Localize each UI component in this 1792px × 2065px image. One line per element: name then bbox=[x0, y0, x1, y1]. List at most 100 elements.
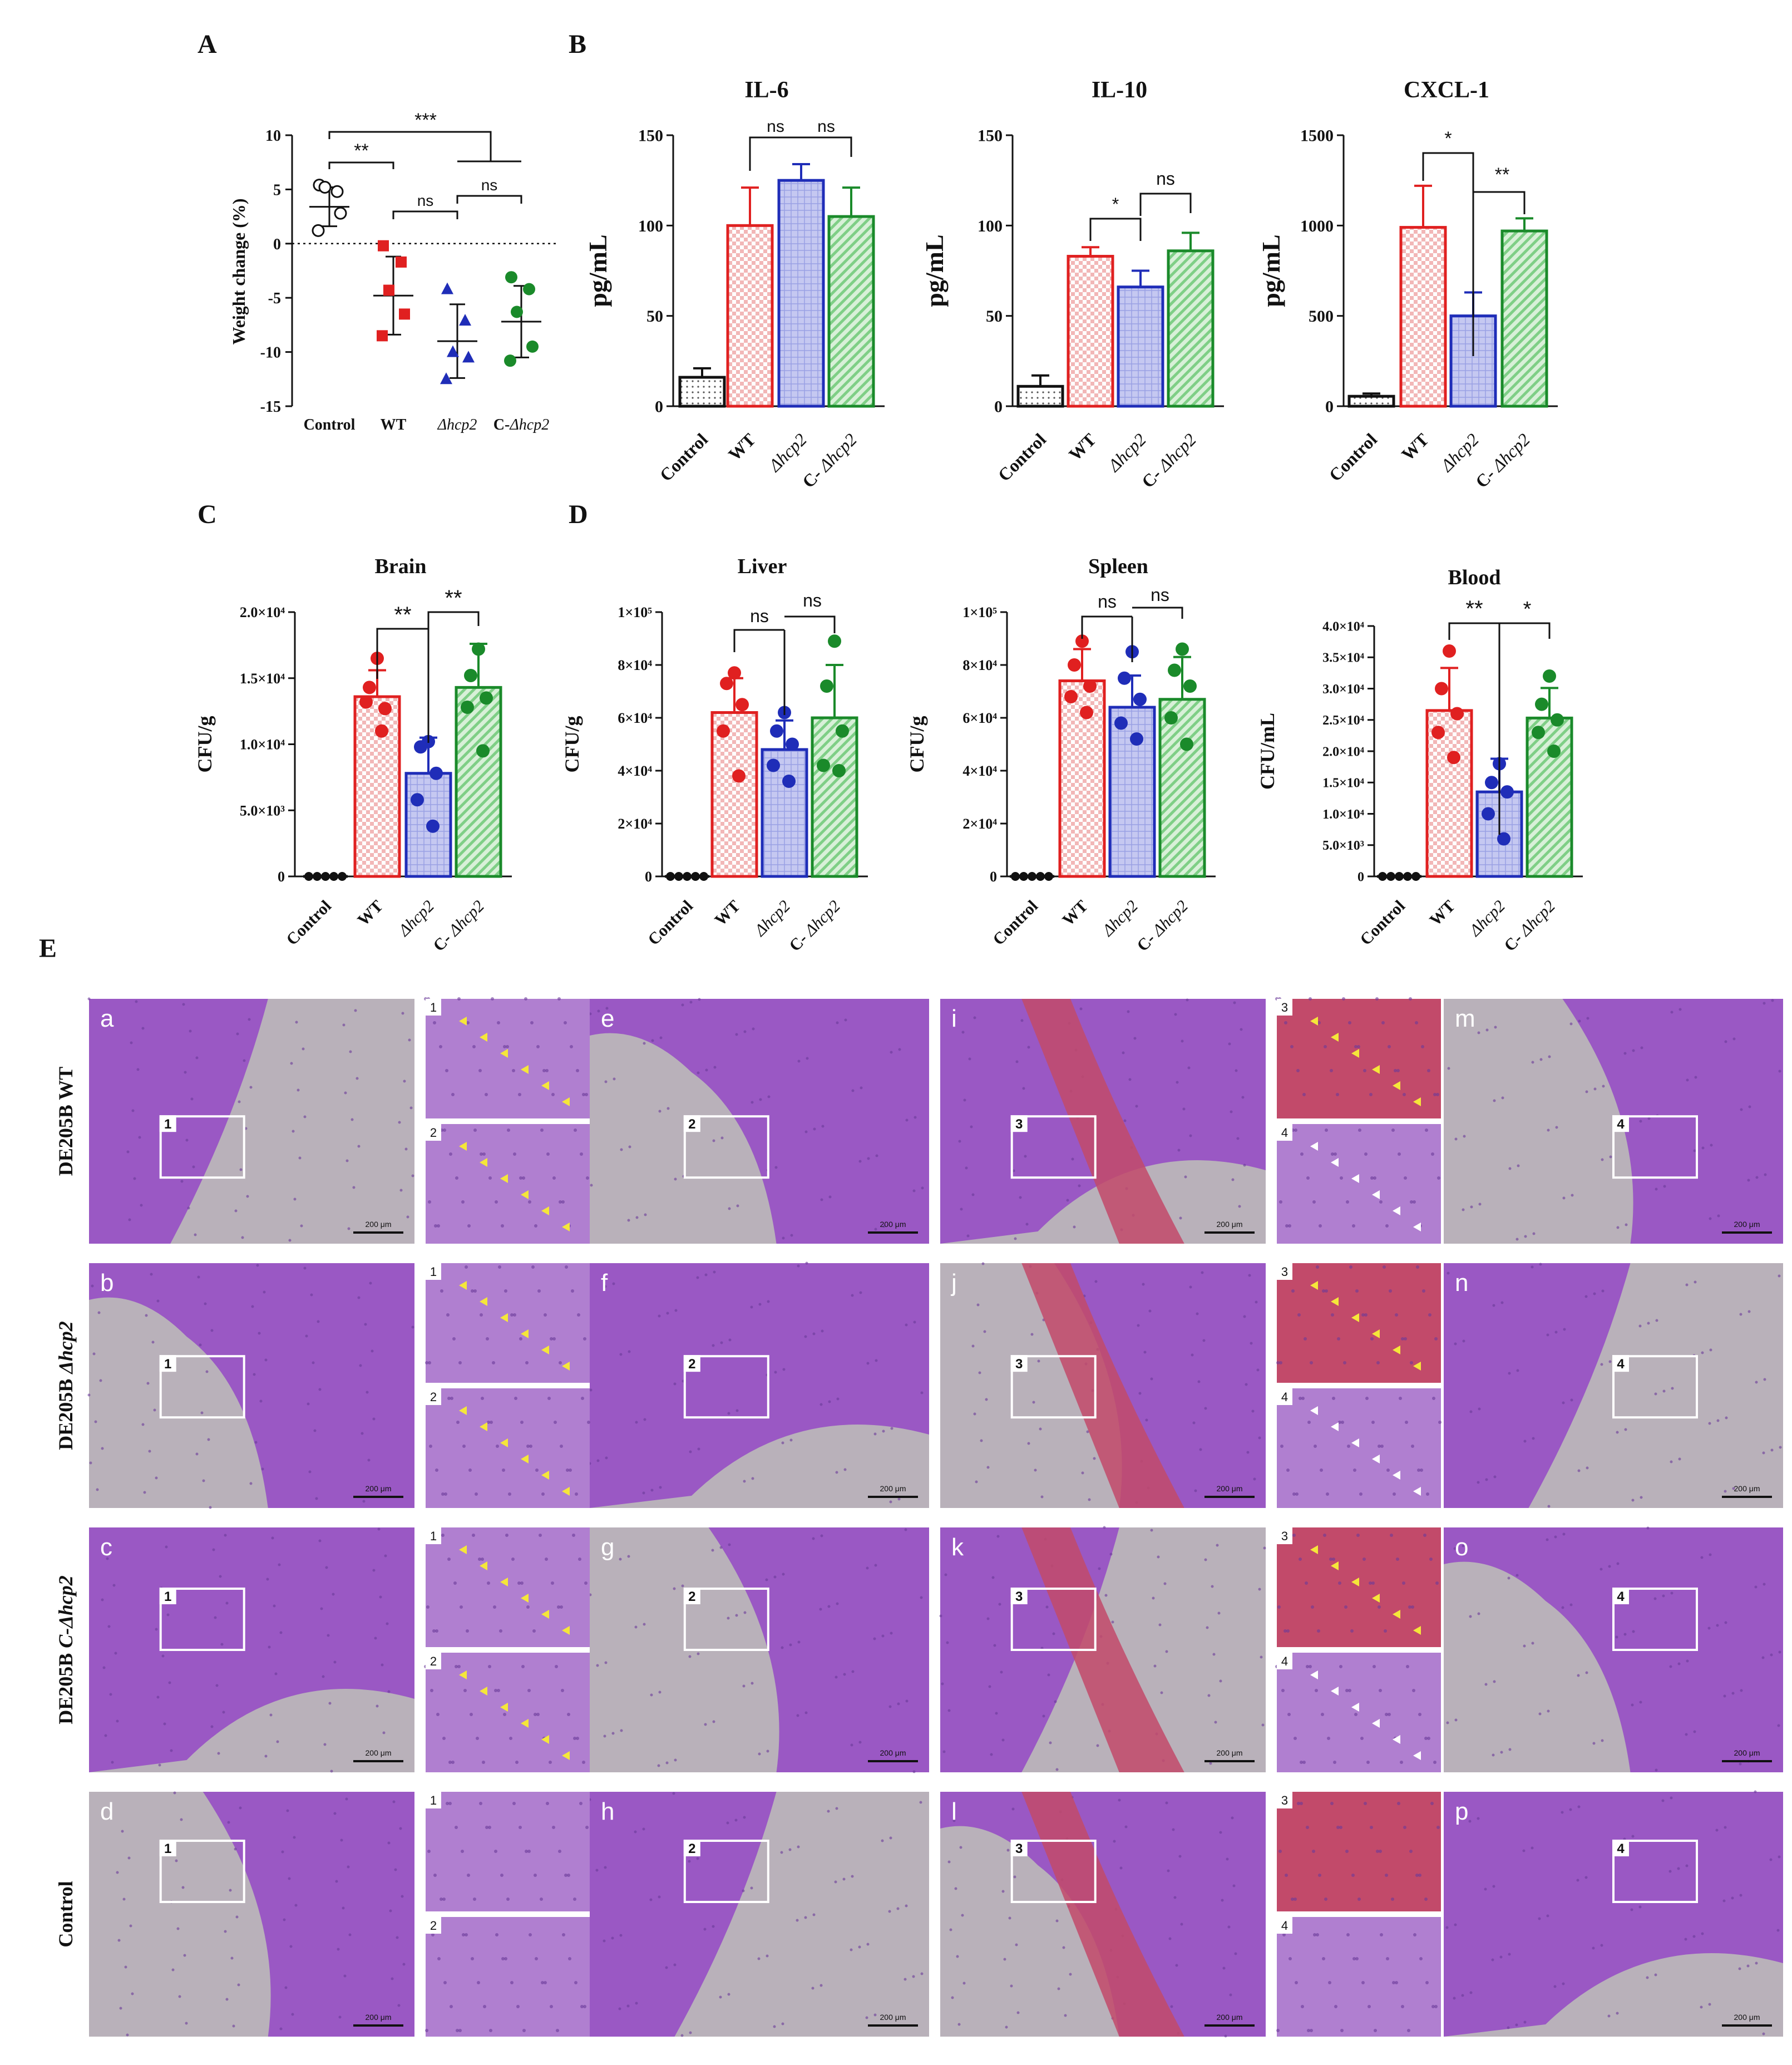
x-tick-label: WT bbox=[381, 416, 407, 433]
cell-nucleus bbox=[297, 1088, 300, 1092]
cell-nucleus bbox=[711, 1549, 714, 1552]
cell-nucleus bbox=[1206, 1626, 1209, 1629]
y-tick-label: 0 bbox=[645, 869, 652, 885]
cell-nucleus bbox=[180, 1180, 184, 1183]
cell-nucleus bbox=[520, 1421, 524, 1424]
y-tick-label: 6×10⁴ bbox=[618, 710, 652, 726]
cell-nucleus bbox=[1522, 1849, 1526, 1852]
cell-nucleus bbox=[471, 1289, 474, 1293]
cell-nucleus bbox=[1226, 1857, 1229, 1861]
cell-nucleus bbox=[212, 1548, 215, 1551]
inset-tag bbox=[1277, 1388, 1292, 1405]
cell-nucleus bbox=[1654, 1973, 1657, 1977]
cell-nucleus bbox=[1429, 1558, 1433, 1561]
cell-nucleus bbox=[719, 1995, 722, 1999]
cell-nucleus bbox=[1078, 1184, 1081, 1187]
cell-nucleus bbox=[357, 1145, 361, 1148]
cell-nucleus bbox=[1333, 1761, 1336, 1764]
cell-nucleus bbox=[1485, 1028, 1489, 1032]
blood-vessel bbox=[1021, 1263, 1184, 1508]
cell-nucleus bbox=[1199, 1448, 1202, 1451]
cell-nucleus bbox=[153, 1408, 156, 1412]
cell-nucleus bbox=[971, 1344, 975, 1348]
cell-nucleus bbox=[1747, 1310, 1751, 1313]
cell-nucleus bbox=[310, 1293, 313, 1297]
cell-nucleus bbox=[986, 1466, 990, 1469]
cell-nucleus bbox=[1432, 1397, 1435, 1400]
cell-nucleus bbox=[1694, 1076, 1697, 1079]
zoom-box-number: 4 bbox=[1617, 1589, 1625, 1604]
cell-nucleus bbox=[573, 1898, 576, 1901]
cell-nucleus bbox=[480, 1152, 483, 1156]
cell-nucleus bbox=[128, 1218, 131, 1221]
cell-nucleus bbox=[170, 1749, 173, 1752]
cell-nucleus bbox=[1771, 999, 1774, 1002]
zoom-box-tag bbox=[1612, 1355, 1629, 1372]
cell-nucleus bbox=[759, 1098, 762, 1101]
cell-nucleus bbox=[1553, 1985, 1557, 1988]
data-point bbox=[313, 872, 322, 881]
cell-nucleus bbox=[491, 997, 494, 1001]
cell-nucleus bbox=[478, 1558, 481, 1561]
cell-nucleus bbox=[254, 1441, 258, 1444]
cell-nucleus bbox=[1322, 1957, 1325, 1960]
cell-nucleus bbox=[572, 1534, 575, 1537]
cell-nucleus bbox=[758, 1752, 761, 1756]
cell-nucleus bbox=[727, 1616, 730, 1620]
cell-nucleus bbox=[549, 1761, 552, 1764]
cell-nucleus bbox=[1224, 2034, 1227, 2038]
cell-nucleus bbox=[135, 1000, 138, 1003]
cell-nucleus bbox=[513, 1313, 516, 1317]
data-point bbox=[1443, 644, 1456, 658]
zoom-box bbox=[1612, 1840, 1698, 1903]
cell-nucleus bbox=[1231, 1178, 1235, 1181]
cell-nucleus bbox=[1305, 1581, 1308, 1585]
cell-nucleus bbox=[111, 1761, 114, 1764]
tissue bbox=[1054, 1263, 1266, 1508]
cell-nucleus bbox=[1438, 1421, 1442, 1424]
cell-nucleus bbox=[649, 1898, 653, 1901]
inset-tag bbox=[426, 1388, 441, 1405]
cell-nucleus bbox=[279, 1631, 283, 1634]
cell-nucleus bbox=[468, 1468, 472, 1472]
cell-nucleus bbox=[998, 1603, 1001, 1606]
cell-nucleus bbox=[804, 1916, 807, 1919]
cell-nucleus bbox=[1631, 1703, 1634, 1707]
cell-nucleus bbox=[573, 1737, 576, 1740]
cell-nucleus bbox=[1157, 1555, 1160, 1559]
data-point bbox=[480, 691, 493, 705]
arrow-marker bbox=[1310, 1545, 1318, 1554]
cell-nucleus bbox=[1418, 1874, 1421, 1877]
data-point bbox=[732, 769, 746, 783]
cell-nucleus bbox=[554, 1421, 557, 1424]
cell-nucleus bbox=[1646, 1976, 1649, 1979]
y-tick-label: 100 bbox=[978, 217, 1003, 235]
cell-nucleus bbox=[1406, 1665, 1409, 1668]
cell-nucleus bbox=[1119, 1866, 1123, 1870]
cell-nucleus bbox=[904, 1978, 907, 1981]
cell-nucleus bbox=[696, 1276, 699, 1279]
cell-nucleus bbox=[1539, 1263, 1542, 1266]
cell-nucleus bbox=[973, 1412, 976, 1416]
cell-nucleus bbox=[1211, 1585, 1214, 1588]
cell-nucleus bbox=[1366, 1761, 1370, 1764]
cell-nucleus bbox=[1639, 1701, 1642, 1704]
scale-bar-label: 200 μm bbox=[366, 1220, 392, 1229]
cell-nucleus bbox=[659, 1486, 662, 1489]
cell-nucleus bbox=[565, 1265, 568, 1269]
cell-nucleus bbox=[1299, 1397, 1302, 1400]
cell-nucleus bbox=[229, 1889, 232, 1892]
cell-nucleus bbox=[954, 1887, 957, 1890]
cell-nucleus bbox=[376, 1704, 379, 1708]
cell-nucleus bbox=[727, 1412, 730, 1415]
zoom-box bbox=[159, 1840, 245, 1903]
cell-nucleus bbox=[261, 1467, 264, 1471]
y-tick-label: 8×10⁴ bbox=[962, 657, 997, 673]
cell-nucleus bbox=[487, 1581, 490, 1585]
cell-nucleus bbox=[1422, 1289, 1425, 1293]
arrow-marker bbox=[562, 1626, 570, 1635]
cell-nucleus bbox=[597, 1009, 600, 1013]
data-point bbox=[447, 345, 459, 357]
cell-nucleus bbox=[1710, 1144, 1713, 1147]
cell-nucleus bbox=[1402, 1581, 1405, 1585]
